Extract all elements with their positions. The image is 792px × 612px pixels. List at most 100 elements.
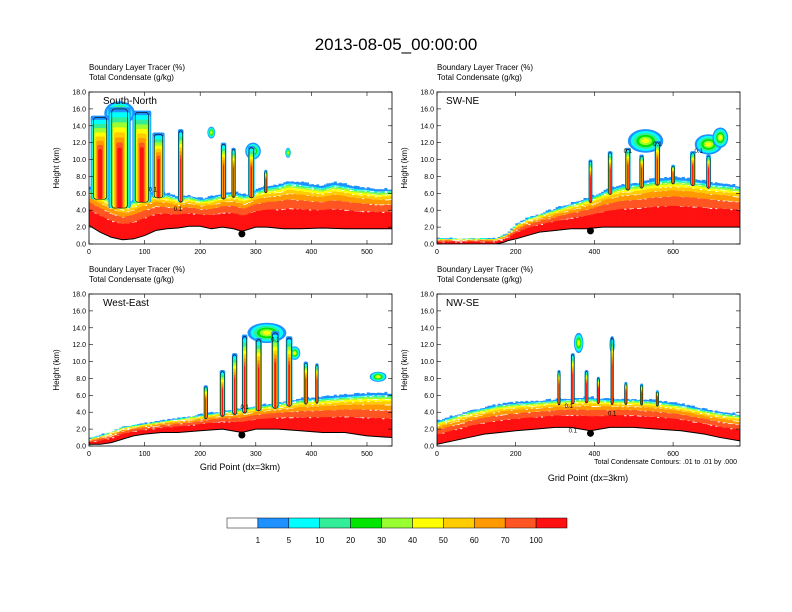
- tracer-cell: [729, 414, 733, 416]
- tracer-cell: [613, 194, 617, 198]
- tracer-cell: [149, 203, 153, 209]
- tracer-cell: [606, 188, 610, 192]
- tracer-cell: [210, 198, 214, 200]
- tracer-cell: [550, 211, 554, 213]
- tracer-cell: [101, 437, 105, 440]
- tracer-cell: [258, 418, 262, 430]
- tracer-cell: [717, 208, 721, 228]
- tracer-cell: [550, 407, 554, 411]
- tracer-cell: [492, 237, 496, 239]
- tracer-cell: [487, 413, 491, 417]
- tracer-cell: [636, 401, 640, 404]
- tracer-cell: [248, 197, 251, 200]
- tracer-cell: [522, 403, 526, 405]
- tracer-cell: [681, 184, 685, 188]
- tracer-cell: [349, 394, 352, 397]
- tracer-cell: [139, 423, 143, 425]
- tracer-cell: [354, 189, 358, 191]
- tracer-cell: [671, 409, 675, 414]
- tracer-cell: [659, 185, 663, 188]
- tracer-cell: [341, 403, 345, 410]
- tracer-cell: [644, 189, 647, 193]
- tracer-cell: [472, 413, 476, 415]
- tracer-cell: [291, 183, 294, 185]
- tracer-cell: [686, 408, 690, 410]
- tracer-cell: [361, 190, 365, 192]
- tracer-cell: [553, 400, 557, 402]
- tracer-cell: [649, 181, 653, 184]
- tracer-cell: [724, 417, 728, 420]
- tracer-cell: [621, 196, 625, 201]
- tracer-cell: [497, 239, 501, 241]
- tracer-cell: [361, 187, 365, 190]
- tracer-cell: [296, 400, 299, 403]
- tracer-cell: [366, 409, 370, 418]
- tracer-cell: [707, 208, 711, 228]
- tracer-cell: [467, 417, 471, 422]
- tracer-cell: [96, 438, 100, 440]
- tracer-cell: [349, 409, 352, 417]
- tracer-cell: [202, 215, 206, 228]
- tracer-cell: [268, 193, 272, 197]
- tracer-cell: [260, 194, 264, 195]
- tracer-cell: [676, 406, 680, 408]
- tracer-cell: [162, 213, 166, 230]
- y-tick-label: 10.0: [72, 157, 86, 164]
- tracer-cell: [364, 203, 368, 212]
- tracer-cell: [601, 409, 605, 416]
- station-marker: [238, 230, 246, 238]
- tracer-cell: [182, 207, 186, 214]
- tracer-cell: [258, 203, 262, 211]
- tracer-cell: [371, 192, 375, 195]
- colorbar-swatch: [381, 517, 413, 529]
- tracer-cell: [389, 212, 392, 229]
- tracer-cell: [608, 414, 612, 428]
- tracer-cell: [230, 413, 234, 416]
- tracer-cell: [179, 420, 183, 422]
- tracer-cell: [351, 190, 355, 193]
- station-marker: [238, 431, 246, 439]
- tracer-cell: [734, 208, 738, 228]
- tracer-cell: [472, 409, 476, 412]
- tracer-cell: [255, 195, 259, 200]
- tracer-cell: [520, 227, 524, 231]
- tracer-cell: [681, 187, 685, 191]
- tracer-cell: [606, 401, 610, 403]
- tracer-cell: [472, 417, 476, 420]
- tracer-cell: [235, 212, 239, 230]
- panel-title-line-2: Total Condensate (g/kg): [437, 275, 522, 284]
- tracer-cell: [540, 410, 544, 417]
- tracer-cell: [596, 403, 599, 407]
- tracer-cell: [490, 410, 493, 414]
- tracer-cell: [484, 240, 488, 244]
- tracer-cell: [205, 202, 209, 206]
- tracer-cell: [356, 408, 360, 418]
- tower-cell: [221, 388, 223, 417]
- tracer-cell: [351, 186, 355, 189]
- tracer-cell: [487, 238, 491, 239]
- contour-label: 0.1: [565, 404, 574, 410]
- tracer-cell: [291, 181, 294, 184]
- tracer-cell: [702, 410, 706, 413]
- tracer-cell: [505, 414, 509, 420]
- tracer-cell: [540, 402, 544, 405]
- tracer-cell: [182, 213, 186, 228]
- tracer-cell: [517, 404, 521, 405]
- tracer-cell: [273, 189, 277, 191]
- tracer-cell: [258, 198, 262, 204]
- tracer-cell: [278, 196, 282, 201]
- tracer-cell: [336, 183, 340, 186]
- tracer-cell: [644, 407, 647, 411]
- tracer-cell: [681, 206, 685, 228]
- tracer-cell: [575, 205, 579, 207]
- tracer-cell: [326, 183, 330, 187]
- tracer-cell: [522, 407, 526, 410]
- tracer-cell: [177, 420, 181, 422]
- tracer-cell: [464, 413, 468, 415]
- tracer-cell: [621, 184, 625, 187]
- tracer-cell: [265, 190, 269, 194]
- tracer-cell: [452, 418, 456, 420]
- tracer-cell: [303, 194, 307, 201]
- tracer-cell: [260, 413, 264, 419]
- tracer-cell: [354, 393, 358, 397]
